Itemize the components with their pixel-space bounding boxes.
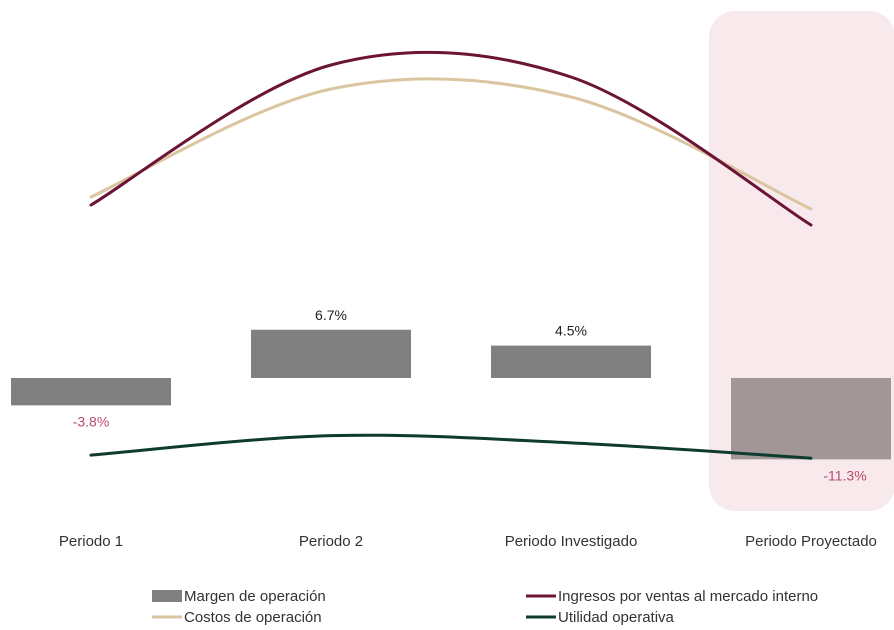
bar-margen-2 [251, 329, 411, 378]
bar-label-4: -11.3% [823, 467, 866, 483]
category-label-4: Periodo Proyectado [745, 533, 877, 550]
line-utilidad [89, 433, 813, 460]
legend-label-3: Costos de operación [184, 609, 322, 626]
line-ingresos [89, 50, 813, 227]
category-label-3: Periodo Investigado [505, 533, 638, 550]
line-costos [89, 77, 813, 211]
legend-label-1: Margen de operación [184, 588, 326, 605]
legend-marker-1 [152, 590, 182, 602]
bar-margen-1 [11, 378, 171, 406]
legend-label-4: Utilidad operativa [558, 609, 675, 626]
legend-label-2: Ingresos por ventas al mercado interno [558, 588, 818, 605]
bar-label-2: 6.7% [315, 307, 347, 323]
bar-label-1: -3.8% [73, 413, 110, 429]
bar-label-3: 4.5% [555, 323, 587, 339]
bar-margen-4 [731, 378, 891, 460]
bar-margen-3 [491, 345, 651, 378]
category-label-1: Periodo 1 [59, 533, 123, 550]
category-label-2: Periodo 2 [299, 533, 363, 550]
